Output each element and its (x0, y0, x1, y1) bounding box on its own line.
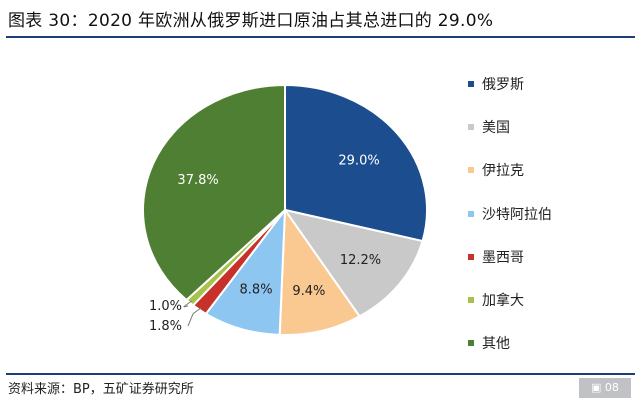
slice-label-6: 37.8% (177, 173, 218, 188)
pie-slice-1 (282, 208, 424, 318)
legend-swatch (468, 167, 474, 174)
pie-slice-6 (142, 83, 286, 302)
slice-label-0: 29.0% (338, 153, 379, 168)
legend-swatch (468, 340, 474, 347)
title-rule (6, 36, 635, 38)
slice-label-5: 1.0% (149, 299, 182, 314)
slice-label-3: 8.8% (240, 282, 273, 297)
legend-item-1: 美国 (468, 105, 638, 148)
legend-swatch (468, 123, 474, 130)
legend-label: 美国 (482, 119, 510, 136)
pie-chart: 29.0% 12.2% 9.4% 8.8% 1.8% 1.0% 37.8% (142, 83, 428, 336)
legend-swatch (468, 80, 474, 87)
legend-item-2: 伊拉克 (468, 149, 638, 192)
legend-label: 其他 (482, 336, 510, 353)
legend-swatch (468, 297, 474, 304)
legend-swatch (468, 210, 474, 217)
legend-label: 伊拉克 (482, 163, 524, 180)
legend-label: 加拿大 (482, 293, 524, 310)
legend-swatch (468, 253, 474, 260)
pie-slice-2 (278, 207, 362, 336)
source-rule (6, 373, 635, 375)
slice-label-4: 1.8% (149, 319, 182, 334)
legend-item-6: 其他 (468, 322, 638, 365)
legend-item-5: 加拿大 (468, 278, 638, 321)
pie-slice-0 (284, 83, 428, 243)
chart-legend: 俄罗斯美国伊拉克沙特阿拉伯墨西哥加拿大其他 (468, 62, 638, 365)
legend-item-4: 墨西哥 (468, 235, 638, 278)
legend-item-0: 俄罗斯 (468, 62, 638, 105)
logo-badge-icon: ▣ 08 (579, 378, 631, 398)
legend-label: 墨西哥 (482, 249, 524, 266)
slice-leader-4 (187, 307, 202, 327)
source-note: 资料来源：BP，五矿证券研究所 (8, 382, 194, 397)
chart-title: 图表 30：2020 年欧洲从俄罗斯进口原油占其总进口的 29.0% (8, 11, 494, 31)
slice-label-2: 9.4% (292, 284, 325, 299)
slice-label-1: 12.2% (340, 253, 381, 268)
legend-label: 沙特阿拉伯 (482, 206, 552, 223)
legend-label: 俄罗斯 (482, 76, 524, 93)
slice-leader-5 (183, 300, 192, 308)
legend-item-3: 沙特阿拉伯 (468, 192, 638, 235)
